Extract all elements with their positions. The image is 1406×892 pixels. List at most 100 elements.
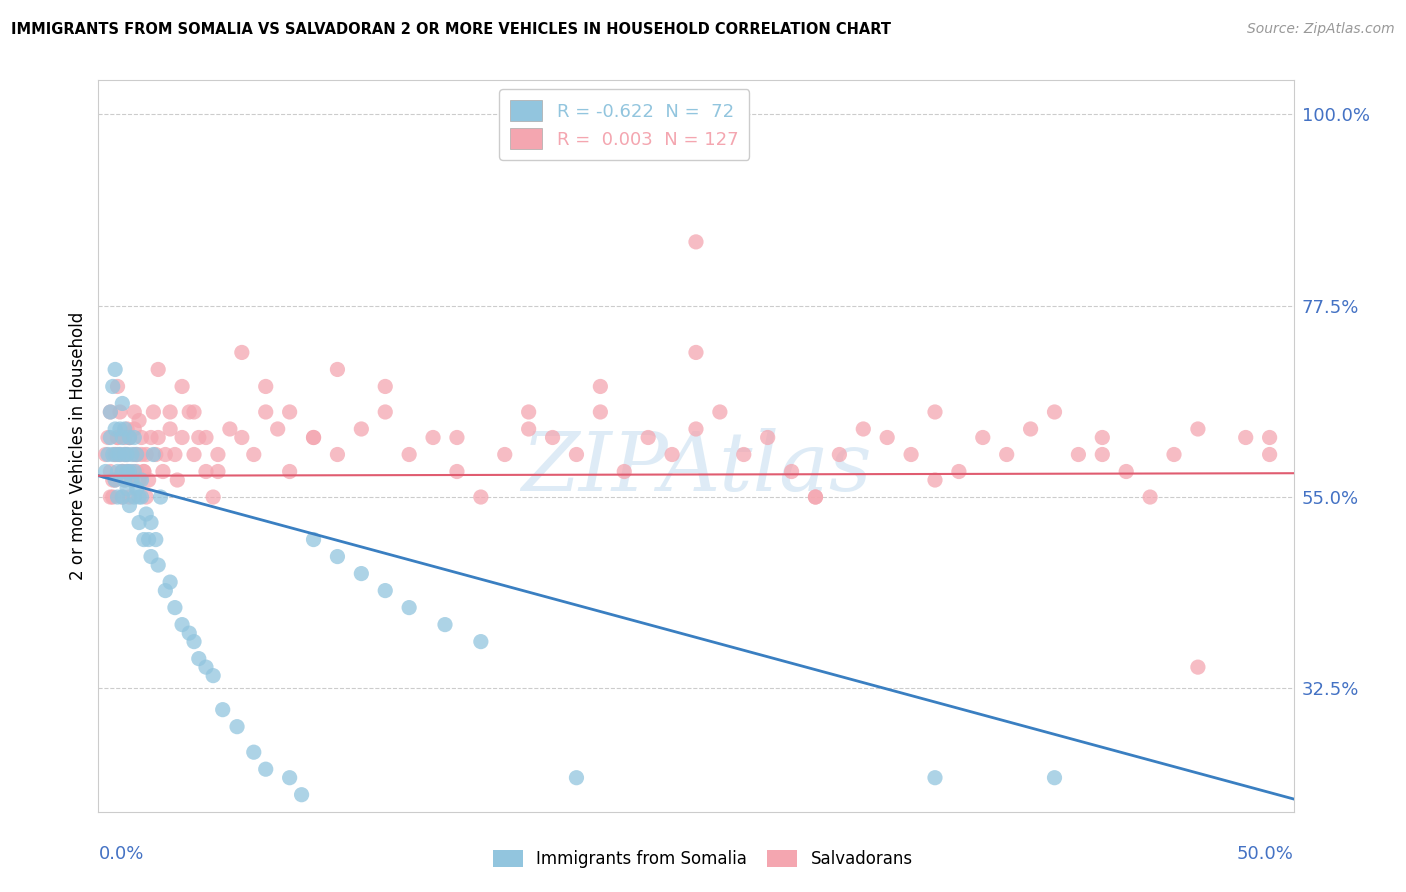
Text: IMMIGRANTS FROM SOMALIA VS SALVADORAN 2 OR MORE VEHICLES IN HOUSEHOLD CORRELATIO: IMMIGRANTS FROM SOMALIA VS SALVADORAN 2 … bbox=[11, 22, 891, 37]
Point bbox=[1258, 430, 1281, 444]
Point bbox=[148, 558, 170, 572]
Point bbox=[302, 533, 325, 547]
Point bbox=[115, 465, 138, 479]
Point bbox=[589, 379, 612, 393]
Point bbox=[924, 405, 946, 419]
Point bbox=[128, 413, 150, 427]
Point bbox=[1091, 430, 1114, 444]
Point bbox=[183, 634, 205, 648]
Point bbox=[104, 422, 127, 436]
Text: 0.0%: 0.0% bbox=[98, 845, 143, 863]
Point bbox=[101, 379, 124, 393]
Point bbox=[114, 473, 136, 487]
Point bbox=[756, 430, 779, 444]
Point bbox=[97, 448, 120, 462]
Point bbox=[108, 405, 131, 419]
Point bbox=[135, 448, 157, 462]
Point bbox=[1115, 465, 1137, 479]
Point bbox=[125, 448, 148, 462]
Point bbox=[517, 405, 540, 419]
Point bbox=[155, 583, 177, 598]
Point bbox=[1043, 405, 1066, 419]
Point bbox=[115, 422, 138, 436]
Point bbox=[852, 422, 875, 436]
Point bbox=[374, 583, 396, 598]
Point bbox=[828, 448, 851, 462]
Point bbox=[446, 465, 468, 479]
Point bbox=[422, 430, 444, 444]
Y-axis label: 2 or more Vehicles in Household: 2 or more Vehicles in Household bbox=[69, 312, 87, 580]
Point bbox=[135, 490, 157, 504]
Point bbox=[589, 405, 612, 419]
Point bbox=[139, 430, 162, 444]
Point bbox=[187, 651, 209, 665]
Point bbox=[374, 379, 396, 393]
Point bbox=[804, 490, 827, 504]
Point bbox=[107, 430, 129, 444]
Point bbox=[278, 405, 301, 419]
Point bbox=[94, 448, 117, 462]
Point bbox=[685, 345, 707, 359]
Point bbox=[107, 430, 129, 444]
Point bbox=[685, 235, 707, 249]
Point bbox=[172, 617, 194, 632]
Point bbox=[115, 482, 138, 496]
Point bbox=[148, 362, 170, 376]
Point bbox=[231, 430, 253, 444]
Point bbox=[132, 465, 155, 479]
Point bbox=[302, 430, 325, 444]
Point bbox=[135, 507, 157, 521]
Point bbox=[124, 422, 146, 436]
Text: ZIPAtlas: ZIPAtlas bbox=[520, 428, 872, 508]
Point bbox=[254, 379, 277, 393]
Point bbox=[517, 422, 540, 436]
Point bbox=[709, 405, 731, 419]
Point bbox=[924, 473, 946, 487]
Point bbox=[148, 430, 170, 444]
Point bbox=[94, 465, 117, 479]
Point bbox=[118, 490, 141, 504]
Point bbox=[179, 405, 201, 419]
Point bbox=[101, 490, 124, 504]
Point bbox=[138, 473, 160, 487]
Point bbox=[446, 430, 468, 444]
Point bbox=[195, 430, 218, 444]
Point bbox=[1187, 660, 1209, 674]
Point bbox=[211, 703, 233, 717]
Point bbox=[685, 422, 707, 436]
Point bbox=[152, 465, 174, 479]
Point bbox=[108, 422, 131, 436]
Point bbox=[302, 430, 325, 444]
Point bbox=[145, 533, 167, 547]
Point bbox=[733, 448, 755, 462]
Point bbox=[111, 490, 134, 504]
Point bbox=[139, 516, 162, 530]
Point bbox=[226, 720, 249, 734]
Point bbox=[207, 448, 229, 462]
Point bbox=[125, 448, 148, 462]
Point bbox=[243, 448, 266, 462]
Point bbox=[98, 430, 122, 444]
Point bbox=[98, 405, 122, 419]
Point bbox=[111, 465, 134, 479]
Point bbox=[172, 430, 194, 444]
Point bbox=[111, 490, 134, 504]
Point bbox=[108, 448, 131, 462]
Point bbox=[350, 422, 373, 436]
Point bbox=[1067, 448, 1090, 462]
Point bbox=[187, 430, 209, 444]
Point bbox=[139, 549, 162, 564]
Point bbox=[1187, 422, 1209, 436]
Point bbox=[326, 448, 349, 462]
Point bbox=[107, 379, 129, 393]
Point bbox=[565, 448, 588, 462]
Point bbox=[661, 448, 683, 462]
Legend: R = -0.622  N =  72, R =  0.003  N = 127: R = -0.622 N = 72, R = 0.003 N = 127 bbox=[499, 89, 749, 160]
Point bbox=[1163, 448, 1185, 462]
Point bbox=[326, 549, 349, 564]
Point bbox=[142, 448, 165, 462]
Point bbox=[138, 533, 160, 547]
Point bbox=[107, 465, 129, 479]
Point bbox=[128, 516, 150, 530]
Point bbox=[172, 379, 194, 393]
